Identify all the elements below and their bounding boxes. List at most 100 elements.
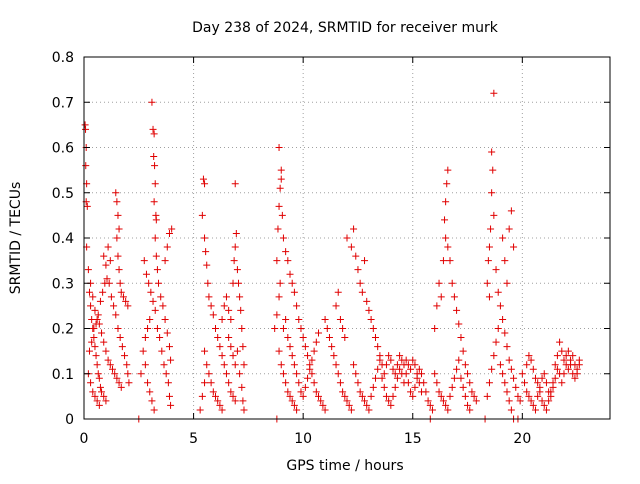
data-point — [492, 338, 500, 346]
data-point — [145, 279, 153, 287]
data-point — [150, 198, 158, 206]
data-point — [501, 379, 509, 387]
data-point — [288, 352, 296, 360]
data-point — [371, 334, 379, 342]
data-point — [95, 374, 103, 382]
data-point — [431, 325, 439, 332]
data-point — [222, 293, 230, 301]
data-point — [455, 356, 463, 364]
data-point — [453, 306, 461, 314]
data-point — [207, 302, 215, 310]
data-point — [564, 347, 572, 355]
data-point — [312, 388, 320, 396]
data-point — [83, 202, 91, 210]
data-point — [152, 216, 160, 224]
data-point — [117, 383, 125, 391]
data-point — [321, 406, 329, 414]
data-point — [100, 252, 108, 260]
data-point — [389, 392, 397, 400]
data-point — [347, 406, 355, 414]
data-point — [144, 325, 152, 332]
data-point — [391, 383, 399, 391]
data-point — [339, 388, 347, 396]
data-point — [499, 234, 507, 242]
data-point — [464, 370, 472, 378]
data-point — [332, 361, 340, 369]
data-point — [273, 257, 281, 265]
data-point — [149, 125, 157, 133]
data-point — [121, 352, 129, 360]
data-point — [139, 347, 147, 355]
data-point — [400, 379, 408, 387]
data-point — [301, 343, 309, 351]
data-point — [85, 347, 93, 355]
data-point — [531, 406, 539, 414]
data-point — [276, 184, 284, 192]
data-point — [161, 315, 169, 323]
data-point — [102, 261, 110, 269]
data-point — [88, 338, 96, 346]
data-point — [137, 370, 145, 378]
y-axis-label: SRMTID / TECUs — [8, 182, 24, 295]
x-axis-label: GPS time / hours — [286, 458, 403, 474]
data-point — [361, 257, 369, 265]
data-point — [402, 356, 410, 364]
data-point — [343, 397, 351, 405]
data-point — [398, 370, 406, 378]
data-point — [209, 388, 217, 396]
data-point — [542, 406, 550, 414]
data-point — [216, 401, 224, 409]
data-point — [485, 243, 493, 251]
data-point — [288, 397, 296, 405]
data-point — [286, 270, 294, 278]
data-point — [160, 361, 168, 369]
data-point — [365, 406, 373, 414]
data-point — [512, 383, 520, 391]
data-point — [113, 374, 121, 382]
data-point — [150, 406, 158, 414]
data-point — [286, 392, 294, 400]
data-point — [332, 302, 340, 310]
data-point — [415, 365, 423, 373]
data-point — [95, 401, 103, 409]
data-point — [325, 334, 333, 342]
data-point — [112, 311, 120, 319]
data-point — [538, 397, 546, 405]
data-point — [227, 315, 235, 323]
data-point — [202, 248, 210, 256]
data-point — [494, 288, 502, 296]
data-point — [507, 365, 515, 373]
data-point — [142, 270, 150, 278]
data-point — [290, 361, 298, 369]
data-point — [123, 361, 131, 369]
data-point — [538, 374, 546, 382]
y-tick-label: 0.7 — [52, 95, 74, 111]
data-point — [157, 293, 165, 301]
data-point — [435, 279, 443, 287]
data-point — [107, 293, 115, 301]
data-point — [382, 361, 390, 369]
data-point — [275, 347, 283, 355]
data-point — [369, 325, 377, 332]
data-point — [367, 315, 375, 323]
data-point — [304, 374, 312, 382]
data-point — [418, 388, 426, 396]
data-point — [553, 365, 561, 373]
data-point — [341, 392, 349, 400]
data-point — [413, 370, 421, 378]
data-point — [225, 379, 233, 387]
data-point — [115, 379, 123, 387]
data-point — [165, 343, 173, 351]
data-point — [233, 347, 241, 355]
data-point — [501, 257, 509, 265]
data-point — [293, 370, 301, 378]
data-point — [529, 401, 537, 409]
data-point — [106, 257, 114, 265]
data-point — [415, 379, 423, 387]
data-point — [168, 225, 176, 233]
data-point — [507, 406, 515, 414]
data-point — [201, 180, 209, 188]
data-point — [334, 370, 342, 378]
data-point — [437, 392, 445, 400]
